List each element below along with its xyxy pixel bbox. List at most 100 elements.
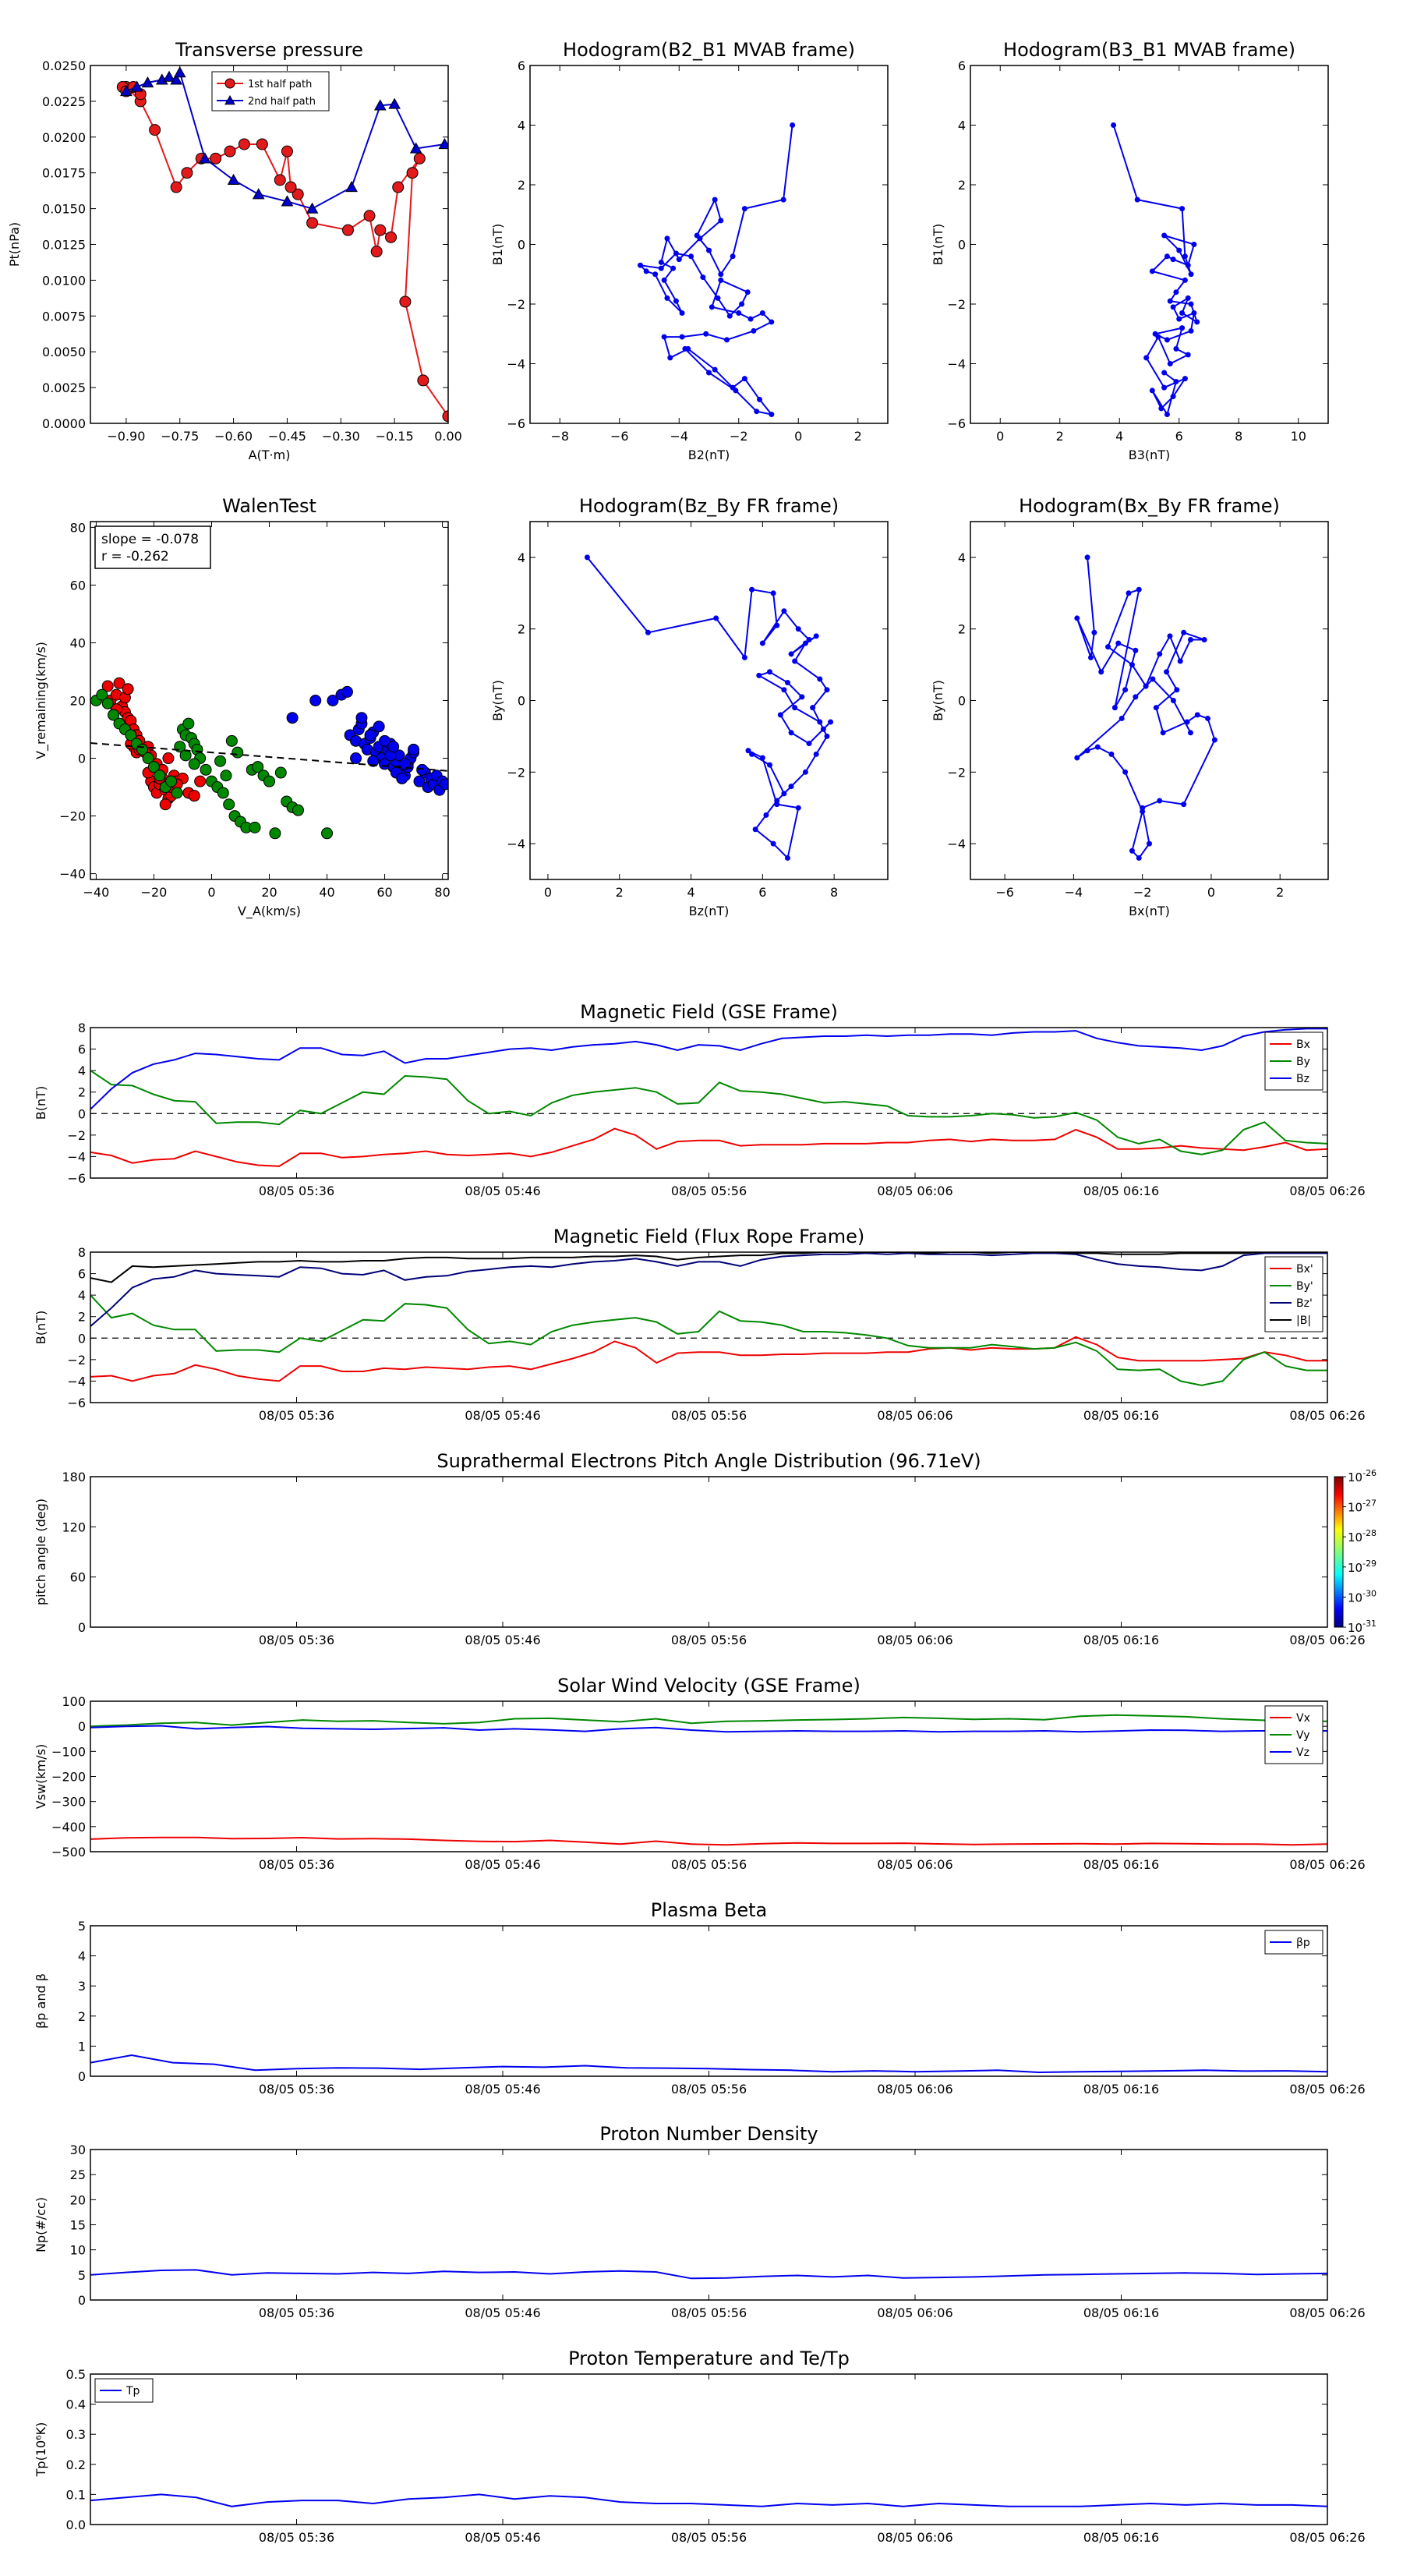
legend-label: Vx: [1296, 1712, 1310, 1725]
data-point: [645, 629, 651, 635]
plot-area: [116, 66, 448, 423]
x-tick-label: 08/05 06:06: [877, 2530, 952, 2545]
y-tick-label: 120: [62, 1520, 86, 1534]
data-point: [820, 726, 826, 732]
x-tick-label: 08/05 06:26: [1289, 2530, 1365, 2545]
data-point: [1122, 687, 1129, 693]
y-tick-label: −4: [507, 837, 525, 851]
x-tick-label: 08/05 06:06: [877, 1633, 952, 1647]
data-point: [1136, 586, 1142, 593]
data-point: [788, 651, 794, 657]
y-tick-label: 0: [518, 694, 525, 709]
data-point: [643, 268, 649, 274]
data-point: [101, 697, 114, 709]
data-point: [130, 80, 143, 92]
data-point: [341, 224, 354, 236]
data-point: [718, 271, 724, 278]
data-point: [726, 313, 733, 319]
data-point: [1205, 715, 1211, 721]
x-tick-label: 08/05 05:36: [259, 2082, 334, 2097]
colorbar-base: 10: [1348, 1470, 1362, 1484]
x-tick-label: 08/05 05:36: [259, 1408, 334, 1423]
data-point: [413, 775, 426, 787]
y-tick-label: 2: [78, 2009, 86, 2024]
data-point: [703, 331, 709, 337]
data-point: [774, 801, 780, 808]
data-point: [413, 152, 426, 165]
data-point: [813, 751, 819, 757]
y-axis-label: Tp(10⁶K): [34, 2422, 48, 2478]
x-tick-label: 40: [319, 885, 334, 900]
colorbar-base: 10: [1348, 1561, 1362, 1575]
chart-title: Hodogram(B2_B1 MVAB frame): [563, 39, 855, 61]
data-point: [1147, 840, 1152, 847]
plot-background: [90, 2374, 1327, 2525]
data-point: [744, 289, 751, 295]
data-point: [286, 712, 299, 724]
chart-tsT: Proton Temperature and Te/Tp 0.0 0.1 0.2 0.3…: [34, 2348, 1366, 2545]
x-tick-label: 08/05 06:26: [1289, 1857, 1365, 1872]
chart-tsFR: Magnetic Field (Flux Rope Frame) −6 −4 −2 0 2…: [34, 1226, 1366, 1423]
y-tick-label: 3: [78, 1979, 86, 1994]
data-point: [741, 654, 747, 660]
data-point: [363, 210, 376, 222]
data-point: [1182, 277, 1188, 283]
x-tick-label: 08/05 05:56: [671, 2530, 747, 2545]
y-tick-label: 0: [518, 238, 525, 253]
plot-frame: [90, 2373, 1328, 2525]
data-point: [784, 680, 790, 686]
data-point: [1126, 590, 1132, 596]
plot-frame: [90, 1251, 1328, 1403]
y-tick-label: −2: [507, 765, 525, 780]
data-point: [438, 137, 448, 150]
series-2nd-half-path: [120, 66, 448, 214]
chart-title: Solar Wind Velocity (GSE Frame): [557, 1675, 861, 1697]
data-point: [416, 763, 429, 776]
y-tick-label: 5: [78, 2268, 86, 2283]
data-point: [658, 265, 664, 271]
chart-tsB: Magnetic Field (GSE Frame) −6 −4 −2 0 2 4 6 8 08/…: [34, 1001, 1366, 1198]
data-point: [1155, 334, 1161, 340]
data-point: [1091, 629, 1097, 635]
y-tick-label: −4: [67, 1374, 86, 1389]
data-point: [774, 622, 780, 628]
data-point: [1133, 694, 1139, 700]
data-point: [741, 206, 747, 212]
plot-area: [90, 1252, 1327, 1386]
data-point: [792, 658, 798, 664]
data-point: [373, 99, 387, 111]
data-point: [1191, 310, 1197, 316]
y-tick-label: −6: [507, 416, 525, 431]
data-point: [795, 626, 801, 632]
y-tick-label: 5: [78, 1919, 86, 1934]
data-point: [1129, 847, 1135, 854]
data-point: [1161, 232, 1168, 239]
y-tick-label: 0.0025: [42, 380, 86, 395]
data-point: [1191, 242, 1197, 247]
y-tick-label: 0.0: [66, 2518, 86, 2532]
data-point: [1150, 676, 1156, 682]
y-tick-label: 4: [518, 119, 525, 133]
x-axis-label: A(T·m): [249, 448, 291, 462]
y-tick-label: −200: [51, 1770, 86, 1785]
data-point: [757, 396, 763, 402]
series-line-b: [90, 1252, 1327, 1283]
x-tick-label: 08/05 06:06: [877, 2305, 952, 2320]
series-line-vx: [90, 1836, 1327, 1846]
data-point: [1084, 748, 1090, 754]
data-point: [210, 152, 222, 165]
series-bx-by: [1074, 554, 1217, 861]
chart-h2: Hodogram(B3_B1 MVAB frame) −6 −4 −2 0 2 4 6 0 2 4 6…: [931, 39, 1329, 462]
data-point: [1153, 705, 1159, 711]
data-point: [739, 301, 745, 307]
data-point: [1188, 327, 1194, 334]
y-tick-label: 10: [70, 2243, 86, 2258]
x-tick-label: 08/05 06:16: [1083, 1633, 1159, 1647]
data-point: [1094, 744, 1101, 750]
data-point: [1149, 387, 1155, 394]
series-line-bx: [90, 1336, 1327, 1382]
data-point: [292, 804, 305, 816]
legend-label: Tp: [125, 2385, 140, 2397]
x-tick-label: 08/05 06:26: [1289, 2305, 1365, 2320]
